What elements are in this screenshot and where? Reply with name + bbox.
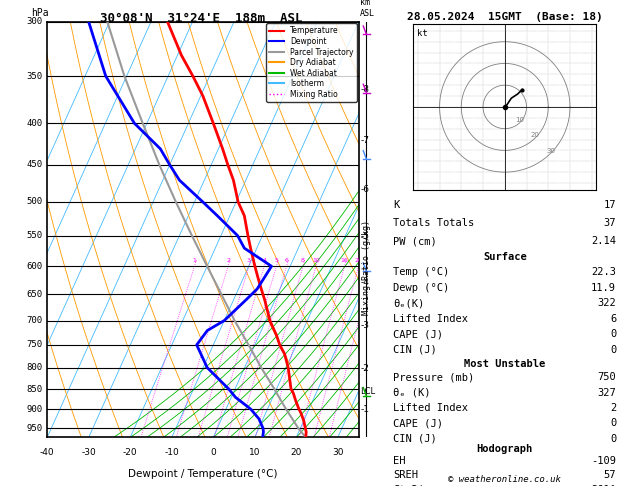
- Text: 350: 350: [26, 72, 43, 81]
- Text: 0: 0: [210, 448, 216, 457]
- Text: Lifted Index: Lifted Index: [393, 314, 469, 324]
- Text: -3: -3: [360, 321, 369, 330]
- Text: -10: -10: [164, 448, 179, 457]
- Text: Totals Totals: Totals Totals: [393, 218, 475, 228]
- Text: 6: 6: [610, 314, 616, 324]
- Text: 450: 450: [26, 160, 43, 169]
- Text: 10: 10: [516, 117, 525, 123]
- Text: 30: 30: [332, 448, 343, 457]
- Text: 800: 800: [26, 363, 43, 372]
- Text: 300: 300: [26, 17, 43, 26]
- Text: 28.05.2024  15GMT  (Base: 18): 28.05.2024 15GMT (Base: 18): [407, 12, 603, 22]
- Text: 16: 16: [341, 258, 348, 263]
- Text: 1: 1: [192, 258, 196, 263]
- Text: 261°: 261°: [591, 485, 616, 486]
- Text: LCL: LCL: [360, 386, 376, 396]
- Text: Dewp (°C): Dewp (°C): [393, 283, 450, 293]
- Text: 0: 0: [610, 434, 616, 444]
- Text: 20: 20: [531, 132, 540, 139]
- Text: CAPE (J): CAPE (J): [393, 418, 443, 428]
- Text: Surface: Surface: [483, 252, 526, 262]
- Text: © weatheronline.co.uk: © weatheronline.co.uk: [448, 474, 561, 484]
- Text: -109: -109: [591, 455, 616, 466]
- Text: 750: 750: [26, 340, 43, 349]
- Text: -7: -7: [360, 136, 369, 145]
- Text: 3: 3: [247, 258, 251, 263]
- Text: 500: 500: [26, 197, 43, 207]
- Text: -6: -6: [360, 185, 369, 194]
- Legend: Temperature, Dewpoint, Parcel Trajectory, Dry Adiabat, Wet Adiabat, Isotherm, Mi: Temperature, Dewpoint, Parcel Trajectory…: [266, 23, 357, 102]
- Text: 750: 750: [598, 372, 616, 382]
- Text: Dewpoint / Temperature (°C): Dewpoint / Temperature (°C): [128, 469, 277, 479]
- Text: PW (cm): PW (cm): [393, 237, 437, 246]
- Text: CIN (J): CIN (J): [393, 434, 437, 444]
- Text: -2: -2: [360, 364, 369, 373]
- Text: SREH: SREH: [393, 470, 418, 480]
- Text: 650: 650: [26, 290, 43, 299]
- Text: 10: 10: [249, 448, 260, 457]
- Text: Mixing Ratio (g/kg): Mixing Ratio (g/kg): [362, 220, 370, 315]
- Text: 0: 0: [610, 345, 616, 355]
- Text: EH: EH: [393, 455, 406, 466]
- Text: 850: 850: [26, 384, 43, 394]
- Text: 600: 600: [26, 262, 43, 271]
- Text: -8: -8: [360, 85, 369, 94]
- Text: -1: -1: [360, 405, 369, 414]
- Text: km
ASL: km ASL: [360, 0, 375, 17]
- Text: StmDir: StmDir: [393, 485, 431, 486]
- Text: CIN (J): CIN (J): [393, 345, 437, 355]
- Text: 37: 37: [604, 218, 616, 228]
- Text: 2: 2: [226, 258, 230, 263]
- Text: hPa: hPa: [31, 8, 49, 17]
- Text: 2.14: 2.14: [591, 237, 616, 246]
- Text: -30: -30: [81, 448, 96, 457]
- Text: 30°08'N  31°24'E  188m  ASL: 30°08'N 31°24'E 188m ASL: [100, 12, 303, 25]
- Text: -40: -40: [40, 448, 55, 457]
- Text: 30: 30: [546, 148, 555, 154]
- Text: 11.9: 11.9: [591, 283, 616, 293]
- Text: 6: 6: [284, 258, 289, 263]
- Text: 2: 2: [610, 403, 616, 413]
- Text: 4: 4: [262, 258, 266, 263]
- Text: 900: 900: [26, 405, 43, 414]
- Text: 8: 8: [301, 258, 305, 263]
- Text: Lifted Index: Lifted Index: [393, 403, 469, 413]
- Text: 0: 0: [610, 418, 616, 428]
- Text: 950: 950: [26, 424, 43, 433]
- Text: 20: 20: [355, 258, 362, 263]
- Text: θₑ (K): θₑ (K): [393, 388, 431, 398]
- Text: Most Unstable: Most Unstable: [464, 359, 545, 369]
- Text: 10: 10: [312, 258, 320, 263]
- Text: 327: 327: [598, 388, 616, 398]
- Text: CAPE (J): CAPE (J): [393, 330, 443, 339]
- Text: 400: 400: [26, 119, 43, 128]
- Text: -5: -5: [360, 232, 369, 242]
- Text: 57: 57: [604, 470, 616, 480]
- Text: Temp (°C): Temp (°C): [393, 267, 450, 278]
- Text: 322: 322: [598, 298, 616, 308]
- Text: 5: 5: [274, 258, 278, 263]
- Text: K: K: [393, 200, 399, 209]
- Text: kt: kt: [417, 29, 428, 38]
- Text: 0: 0: [610, 330, 616, 339]
- Text: Pressure (mb): Pressure (mb): [393, 372, 475, 382]
- Text: 20: 20: [291, 448, 302, 457]
- Text: 700: 700: [26, 316, 43, 325]
- Text: -4: -4: [360, 278, 369, 287]
- Text: θₑ(K): θₑ(K): [393, 298, 425, 308]
- Text: 22.3: 22.3: [591, 267, 616, 278]
- Text: 17: 17: [604, 200, 616, 209]
- Text: Hodograph: Hodograph: [477, 444, 533, 454]
- Text: 550: 550: [26, 231, 43, 240]
- Text: -20: -20: [123, 448, 138, 457]
